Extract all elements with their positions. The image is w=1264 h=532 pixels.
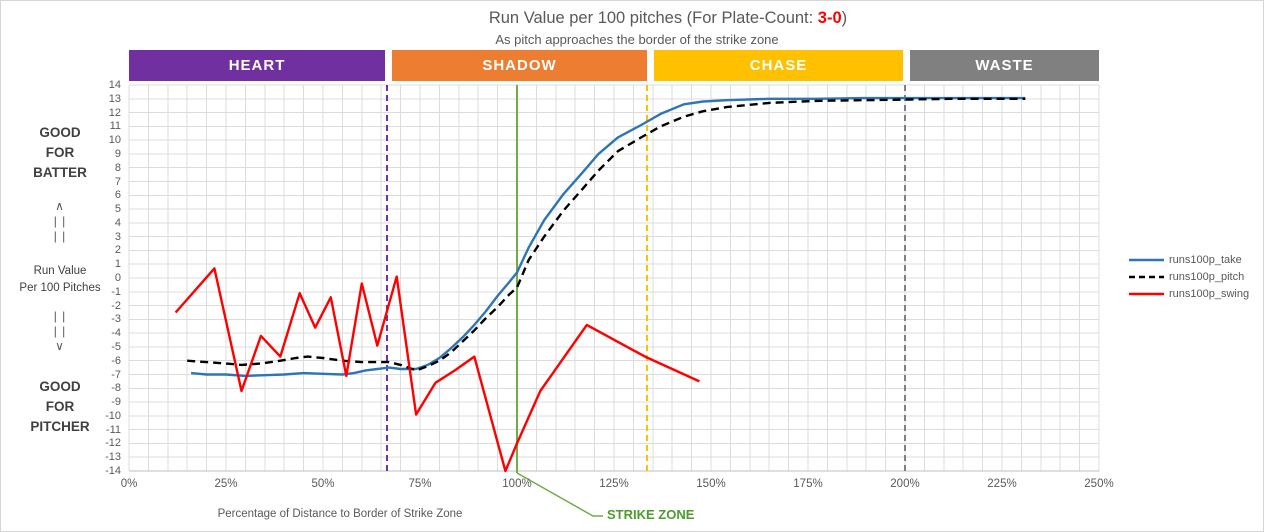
strike-zone-annotation: STRIKE ZONE (607, 507, 695, 522)
good-for-batter-line: GOOD (39, 125, 81, 140)
plate-count-value: 3-0 (817, 9, 842, 27)
x-tick-label: 100% (502, 478, 532, 490)
y-axis-caption-line: Per 100 Pitches (19, 282, 101, 294)
y-tick-label: 12 (108, 106, 121, 119)
x-tick-label: 0% (120, 478, 138, 490)
series-line-runs100p_take (190, 96, 1026, 378)
good-for-pitcher-label: GOOD FOR PITCHER (1, 377, 119, 437)
y-tick-label: -1 (111, 285, 121, 298)
y-tick-label: -13 (105, 451, 121, 464)
y-tick-label: -2 (111, 299, 121, 312)
zone-bar-waste: WASTE (910, 50, 1099, 81)
x-tick-label: 225% (987, 478, 1017, 490)
chart-title-text: Run Value per 100 pitches (For Plate-Cou… (488, 9, 818, 27)
y-tick-label: 7 (114, 175, 121, 188)
y-tick-label: 3 (114, 230, 121, 243)
y-tick-label: -9 (111, 396, 121, 409)
legend-label: runs100p_pitch (1169, 270, 1245, 283)
y-tick-label: 1 (114, 258, 121, 271)
y-tick-label: 0 (114, 272, 121, 284)
y-tick-label: 6 (114, 189, 121, 202)
good-for-pitcher-line: GOOD (39, 379, 81, 394)
down-arrow-line: | | (53, 309, 67, 323)
up-arrow-icon: ∧ | | | | (1, 199, 119, 244)
chart-subtitle: As pitch approaches the border of the st… (495, 32, 779, 47)
legend-swatch (1129, 292, 1164, 295)
y-tick-label: 13 (108, 92, 121, 105)
x-tick-label: 75% (408, 478, 432, 490)
down-arrow-icon: | | | | ∨ (1, 309, 119, 354)
x-tick-label: 175% (793, 478, 823, 490)
zone-bar-chase: CHASE (653, 50, 904, 81)
legend: runs100p_take runs100p_pitch runs100p_swin… (1129, 251, 1249, 302)
y-tick-label: 10 (108, 134, 121, 147)
zone-bar-heart: HEART (129, 50, 386, 81)
y-tick-label: 9 (114, 147, 121, 160)
down-arrow-line: | | (53, 324, 67, 338)
x-tick-label: 200% (890, 478, 920, 490)
legend-swatch (1129, 275, 1164, 278)
x-tick-label: 125% (599, 478, 629, 490)
legend-label: runs100p_take (1169, 253, 1242, 266)
series-line-runs100p_swing (174, 267, 700, 473)
chart-title: Run Value per 100 pitches (For Plate-Cou… (1, 9, 1263, 28)
zone-bar-shadow: SHADOW (392, 50, 647, 81)
y-tick-label: -14 (105, 465, 121, 477)
x-tick-label: 250% (1084, 478, 1114, 490)
good-for-pitcher-line: PITCHER (30, 419, 90, 434)
y-tick-label: 11 (109, 120, 121, 133)
y-tick-label: -10 (105, 409, 121, 422)
y-axis-caption: Run Value Per 100 Pitches (1, 263, 119, 297)
x-tick-label: 50% (311, 478, 335, 490)
down-arrow-line: ∨ (55, 339, 65, 353)
y-tick-label: 4 (114, 216, 121, 229)
chart-title-suffix: ) (841, 9, 848, 27)
x-tick-label: 150% (696, 478, 726, 490)
legend-item-runs100p_swing: runs100p_swing (1129, 285, 1249, 302)
y-tick-label: -7 (111, 368, 121, 381)
legend-item-runs100p_pitch: runs100p_pitch (1129, 268, 1249, 285)
y-tick-label: -6 (111, 354, 121, 367)
up-arrow-line: ∧ (55, 199, 65, 213)
y-tick-label: -11 (105, 423, 121, 436)
y-tick-label: 8 (114, 161, 121, 174)
y-tick-label: 5 (114, 203, 121, 216)
legend-swatch (1129, 258, 1164, 261)
up-arrow-line: | | (53, 214, 67, 228)
y-tick-label: -4 (111, 327, 121, 340)
up-arrow-line: | | (53, 229, 67, 243)
y-axis-caption-line: Run Value (33, 265, 87, 277)
x-tick-label: 25% (214, 478, 238, 490)
y-tick-label: 2 (114, 244, 121, 257)
y-tick-label: 14 (108, 79, 121, 91)
good-for-batter-label: GOOD FOR BATTER (1, 123, 119, 183)
good-for-batter-line: BATTER (33, 165, 87, 180)
x-axis-title: Percentage of Distance to Border of Stri… (217, 508, 463, 520)
good-for-pitcher-line: FOR (45, 399, 75, 414)
good-for-batter-line: FOR (45, 145, 75, 160)
series-line-runs100p_pitch (187, 97, 1026, 372)
y-tick-label: -8 (111, 382, 121, 395)
y-tick-label: -5 (111, 340, 121, 353)
y-tick-label: -12 (105, 437, 121, 450)
strike-zone-callout-line (516, 472, 603, 517)
y-tick-label: -3 (111, 313, 121, 326)
legend-label: runs100p_swing (1169, 287, 1250, 300)
legend-item-runs100p_take: runs100p_take (1129, 251, 1249, 268)
